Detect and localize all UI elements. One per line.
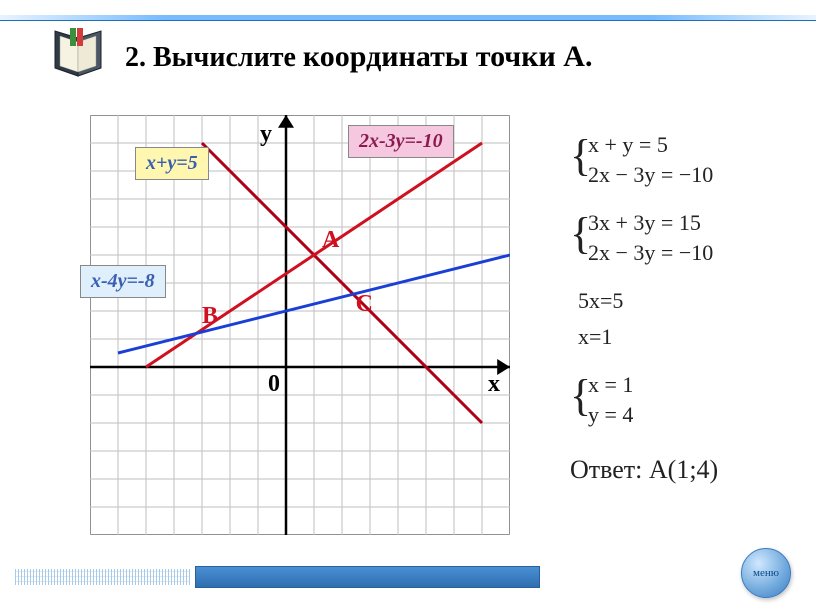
top-border: [0, 15, 816, 25]
point-label-C: С: [356, 291, 373, 318]
decor-bar: [195, 566, 540, 588]
line-label: 2x-3y=-10: [348, 125, 454, 158]
line-label: x-4y=-8: [80, 265, 166, 298]
eq-line: x = 1: [588, 370, 800, 400]
eq-line: 3x + 3y = 15: [588, 208, 800, 238]
axis-label: 0: [268, 371, 280, 398]
title-word1: Вычислите: [153, 42, 296, 73]
eq-line: 2x − 3y = −10: [588, 238, 800, 268]
eq-line: x + y = 5: [588, 130, 800, 160]
menu-label: меню: [753, 567, 779, 579]
title-number: 2.: [125, 42, 146, 73]
menu-button[interactable]: меню: [741, 548, 791, 598]
equations-column: { x + y = 5 2x − 3y = −10 { 3x + 3y = 15…: [570, 130, 800, 485]
answer-text: Ответ: А(1;4): [570, 455, 800, 485]
brace-icon: {: [570, 206, 591, 262]
system-2: { 3x + 3y = 15 2x − 3y = −10: [570, 208, 800, 268]
eq-line: y = 4: [588, 400, 800, 430]
point-label-A: А: [322, 227, 339, 254]
axis-label: y: [260, 121, 272, 148]
brace-icon: {: [570, 128, 591, 184]
point-label-B: В: [202, 303, 218, 330]
eq-plain: x=1: [578, 322, 800, 352]
axis-label: x: [488, 371, 500, 398]
line-label: x+y=5: [135, 147, 209, 180]
title-word2: координаты точки А.: [303, 40, 593, 73]
title: 2. Вычислите координаты точки А.: [125, 40, 592, 74]
coordinate-chart: x+y=52x-3y=-10x-4y=-8yx0АВС: [90, 115, 510, 535]
system-3: { x = 1 y = 4: [570, 370, 800, 430]
labels-layer: x+y=52x-3y=-10x-4y=-8yx0АВС: [90, 115, 510, 535]
decor-dots: [15, 569, 190, 585]
brace-icon: {: [570, 368, 591, 424]
eq-line: 2x − 3y = −10: [588, 160, 800, 190]
system-1: { x + y = 5 2x − 3y = −10: [570, 130, 800, 190]
eq-plain: 5x=5: [578, 286, 800, 316]
book-icon: [50, 28, 110, 83]
